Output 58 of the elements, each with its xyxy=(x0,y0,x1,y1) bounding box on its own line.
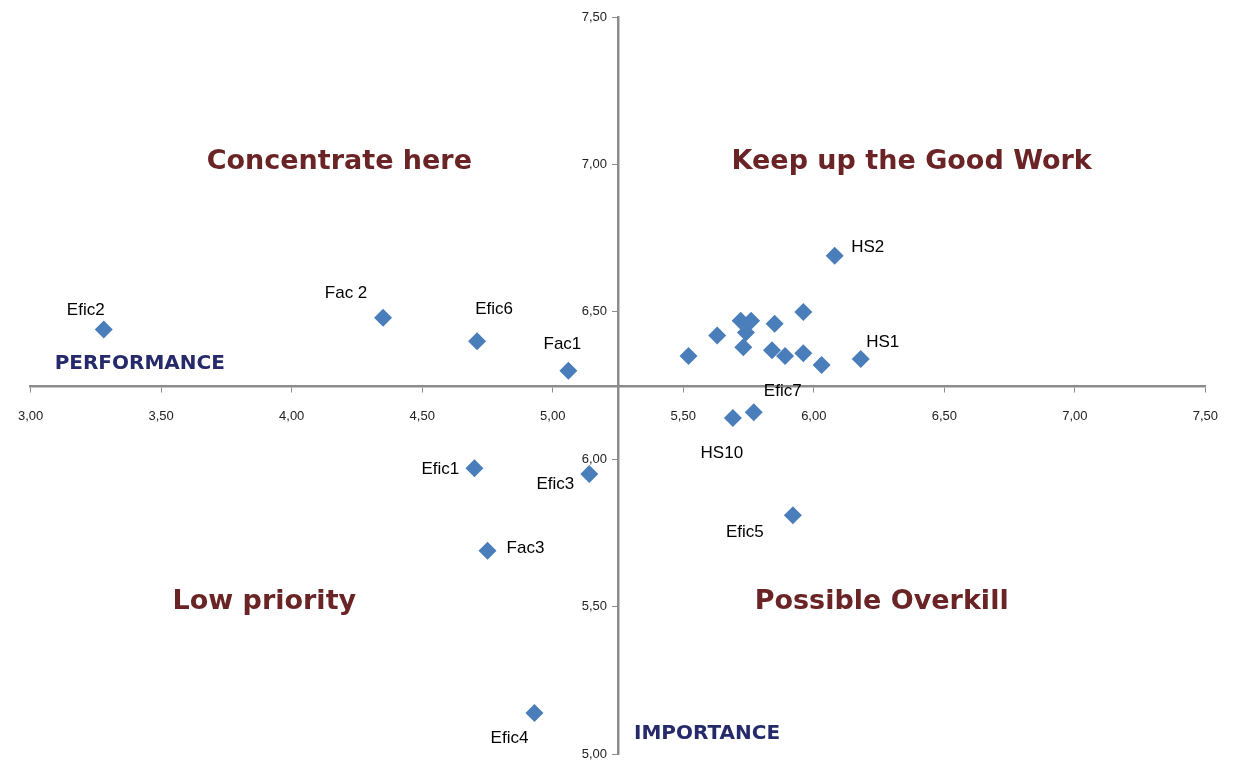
x-tick-label: 3,00 xyxy=(17,407,44,423)
annotation: Efic3 xyxy=(536,473,575,493)
point xyxy=(580,465,599,484)
annotation: HS10 xyxy=(700,442,744,462)
x-axis-title: PERFORMANCE xyxy=(54,349,225,374)
x-tick-label: 5,00 xyxy=(540,407,566,423)
annotation: Low priority xyxy=(172,584,357,616)
y-axis-title: IMPORTANCE xyxy=(634,720,781,745)
point xyxy=(794,302,813,321)
y-tick-label: 7,00 xyxy=(581,156,607,172)
annotation: HS2 xyxy=(851,236,885,256)
point xyxy=(468,332,487,351)
y-tick-label: 5,00 xyxy=(581,745,607,761)
point xyxy=(783,506,802,525)
point xyxy=(744,403,763,422)
point xyxy=(794,344,813,363)
point xyxy=(708,326,727,345)
annotation: HS1 xyxy=(866,331,900,351)
annotation: Fac 2 xyxy=(324,283,368,303)
annotation: Efic4 xyxy=(490,727,529,747)
y-tick-label: 7,50 xyxy=(581,8,607,24)
x-tick-label: 3,50 xyxy=(148,407,174,423)
annotation: Possible Overkill xyxy=(754,584,1009,616)
x-tick-label: 4,50 xyxy=(409,407,435,423)
y-tick-label: 5,50 xyxy=(581,598,607,614)
point xyxy=(734,338,753,357)
annotation: Keep up the Good Work xyxy=(731,144,1093,176)
x-tick-label: 5,50 xyxy=(670,407,696,423)
annotation: Efic7 xyxy=(763,380,802,400)
point xyxy=(525,703,544,722)
point xyxy=(776,347,795,366)
annotation: Concentrate here xyxy=(206,144,473,176)
point xyxy=(374,308,393,327)
x-tick-label: 6,00 xyxy=(801,407,827,423)
annotation: Efic6 xyxy=(475,299,513,319)
point xyxy=(851,350,870,369)
x-tick-label: 4,00 xyxy=(279,407,305,423)
x-tick-label: 7,50 xyxy=(1192,407,1219,423)
annotation: Efic2 xyxy=(66,300,105,320)
x-tick-label: 7,00 xyxy=(1062,407,1088,423)
annotation: Fac1 xyxy=(543,333,582,353)
point xyxy=(723,409,742,428)
annotation: Efic5 xyxy=(726,522,764,542)
y-tick-label: 6,50 xyxy=(581,303,607,319)
y-tick-label: 6,00 xyxy=(581,450,607,466)
point xyxy=(825,246,844,265)
point xyxy=(736,323,755,342)
annotation: Efic1 xyxy=(421,458,460,478)
point xyxy=(812,355,831,374)
point xyxy=(679,347,698,366)
x-tick-label: 6,50 xyxy=(931,407,957,423)
point xyxy=(478,541,497,560)
point xyxy=(763,341,782,360)
point xyxy=(94,320,113,339)
annotation: Fac3 xyxy=(506,538,545,558)
point xyxy=(765,314,784,333)
point xyxy=(465,459,484,478)
point xyxy=(559,361,578,380)
